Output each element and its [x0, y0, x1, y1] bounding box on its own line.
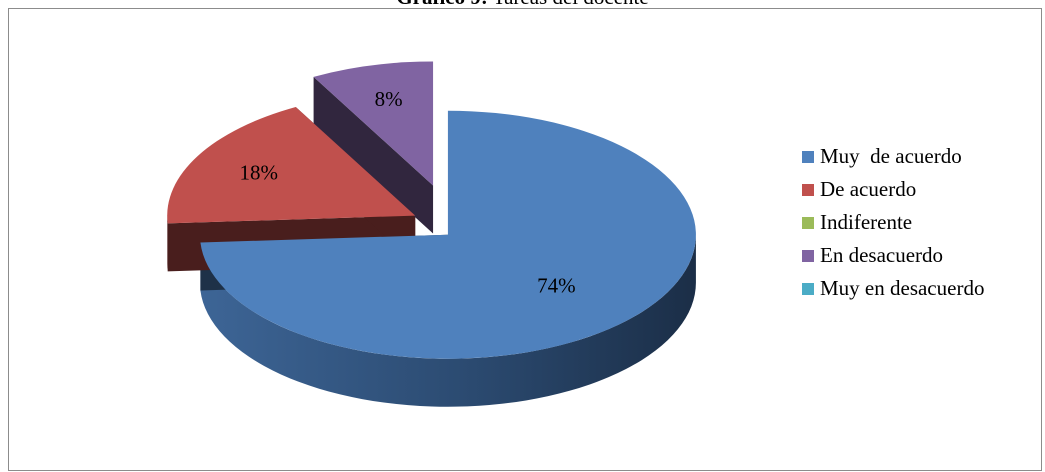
legend-label: De acuerdo [820, 177, 917, 201]
legend-swatch [802, 150, 814, 163]
legend-label: Muy de acuerdo [820, 144, 962, 168]
pie-label-layer: 74% 18% 8% [239, 87, 575, 298]
pie-top-layer [167, 61, 696, 359]
legend-swatch [802, 282, 814, 295]
data-label: 18% [239, 161, 278, 185]
legend-item: Muy en desacuerdo [802, 272, 984, 305]
legend-label: Indiferente [820, 210, 913, 234]
data-label: 8% [375, 87, 403, 111]
legend-item: Muy de acuerdo [802, 140, 984, 173]
legend: Muy de acuerdo De acuerdo Indiferente En de… [802, 140, 984, 305]
legend-item: De acuerdo [802, 173, 984, 206]
pie-slice-wall [313, 76, 434, 234]
legend-swatch [802, 249, 814, 262]
pie-slice [200, 110, 696, 359]
legend-label: En desacuerdo [820, 243, 944, 267]
legend-item: En desacuerdo [802, 239, 984, 272]
legend-swatch [802, 183, 814, 196]
chart-title-text: Tareas del docente [493, 0, 649, 9]
pie-slice [167, 106, 416, 224]
legend-swatch [802, 216, 814, 229]
legend-label: Muy en desacuerdo [820, 276, 985, 300]
chart-title-bold: Gráfico 9: [396, 0, 488, 9]
pie-slice-side [200, 234, 696, 407]
pie-slice [313, 61, 434, 186]
chart-title: Gráfico 9: Tareas del docente [0, 0, 1045, 10]
legend-item: Indiferente [802, 206, 984, 239]
data-label: 74% [537, 274, 576, 298]
